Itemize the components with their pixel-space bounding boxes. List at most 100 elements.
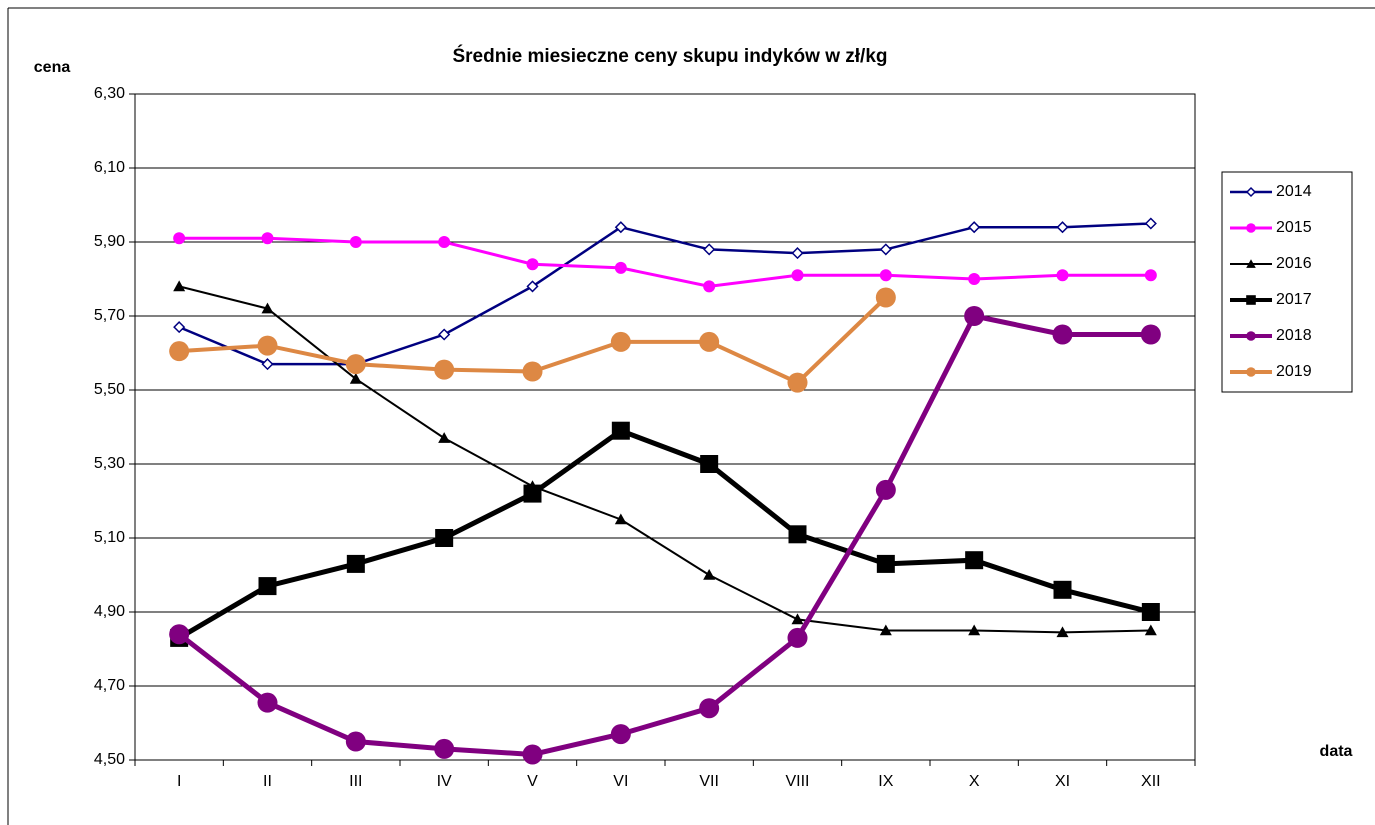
y-tick-label: 5,70	[94, 307, 125, 324]
data-point	[434, 738, 455, 759]
data-point	[614, 513, 627, 525]
series-line	[177, 313, 1151, 757]
y-tick-label: 5,10	[94, 529, 125, 546]
data-point	[257, 692, 278, 713]
legend-marker	[1246, 259, 1256, 268]
legend-box	[1221, 171, 1353, 393]
data-point	[345, 731, 366, 752]
data-point	[1053, 580, 1072, 599]
data-point	[257, 335, 278, 356]
data-point	[968, 624, 981, 636]
data-point	[1140, 324, 1161, 345]
data-point	[522, 744, 543, 765]
data-point	[1052, 324, 1073, 345]
data-point	[345, 354, 366, 375]
x-tick-label: VIII	[785, 773, 809, 790]
data-point	[968, 221, 981, 234]
y-tick-label: 5,90	[94, 233, 125, 250]
data-point	[876, 554, 895, 573]
y-tick-label: 5,50	[94, 381, 125, 398]
legend-marker	[1245, 186, 1257, 198]
data-point	[173, 232, 186, 245]
data-point	[703, 243, 716, 256]
data-point	[610, 724, 631, 745]
data-point	[614, 221, 627, 234]
legend-marker	[1246, 367, 1256, 377]
data-point	[1144, 269, 1157, 282]
data-point	[1141, 603, 1160, 621]
data-point	[349, 372, 362, 384]
legend-marker	[1246, 331, 1256, 341]
data-point	[346, 554, 365, 573]
data-point	[703, 280, 716, 293]
series-line	[177, 427, 1152, 641]
data-point	[1144, 217, 1157, 230]
data-point	[1056, 269, 1069, 282]
legend-label: 2017	[1276, 291, 1312, 308]
y-tick-label: 4,70	[94, 677, 125, 694]
data-point	[438, 432, 451, 443]
data-point	[699, 698, 720, 719]
data-point	[964, 306, 985, 326]
data-point	[879, 624, 892, 636]
data-point	[879, 243, 892, 256]
y-tick-label: 4,50	[94, 751, 125, 768]
legend-label: 2018	[1276, 327, 1312, 344]
data-point	[879, 269, 892, 282]
data-point	[791, 247, 804, 260]
data-point	[875, 287, 896, 308]
data-point	[787, 627, 808, 648]
data-point	[523, 484, 542, 503]
x-tick-label: XII	[1141, 773, 1161, 790]
data-point	[522, 361, 543, 382]
data-point	[700, 455, 719, 473]
data-point	[526, 280, 539, 293]
data-point	[875, 479, 896, 500]
y-axis-label: cena	[34, 59, 71, 76]
data-point	[791, 613, 804, 625]
x-tick-label: III	[349, 773, 362, 790]
data-point	[1056, 221, 1069, 234]
legend-label: 2015	[1276, 219, 1312, 236]
legend-marker	[1246, 223, 1256, 233]
data-point	[169, 624, 190, 645]
data-point	[699, 331, 720, 352]
data-point	[438, 328, 451, 341]
data-point	[261, 302, 274, 314]
data-point	[258, 577, 277, 596]
x-tick-label: VI	[613, 773, 628, 790]
y-tick-label: 6,10	[94, 159, 125, 176]
data-point	[787, 372, 808, 393]
legend-label: 2019	[1276, 363, 1312, 380]
y-tick-label: 6,30	[94, 85, 125, 102]
data-point	[173, 280, 186, 292]
data-point	[434, 359, 455, 380]
x-tick-label: II	[263, 773, 272, 790]
x-tick-label: IV	[437, 773, 452, 790]
series-line	[178, 285, 1151, 634]
chart-title: Średnie miesieczne ceny skupu indyków w …	[452, 45, 887, 67]
data-point	[261, 232, 274, 245]
x-tick-label: XI	[1055, 773, 1070, 790]
legend-label: 2014	[1276, 183, 1312, 200]
legend-label: 2016	[1276, 255, 1312, 272]
x-tick-label: X	[969, 773, 980, 790]
data-point	[1144, 624, 1157, 636]
data-point	[791, 269, 804, 282]
data-point	[261, 358, 274, 371]
data-point	[610, 331, 631, 352]
data-point	[703, 569, 716, 580]
data-point	[968, 273, 981, 285]
y-tick-label: 5,30	[94, 455, 125, 472]
x-tick-label: VII	[699, 773, 719, 790]
x-tick-label: V	[527, 773, 538, 790]
data-point	[526, 258, 539, 271]
x-tick-label: IX	[878, 773, 893, 790]
data-point	[965, 551, 984, 570]
data-point	[788, 525, 807, 544]
data-point	[169, 341, 190, 362]
data-point	[611, 421, 630, 440]
series-line	[178, 222, 1151, 366]
data-point	[173, 321, 186, 334]
